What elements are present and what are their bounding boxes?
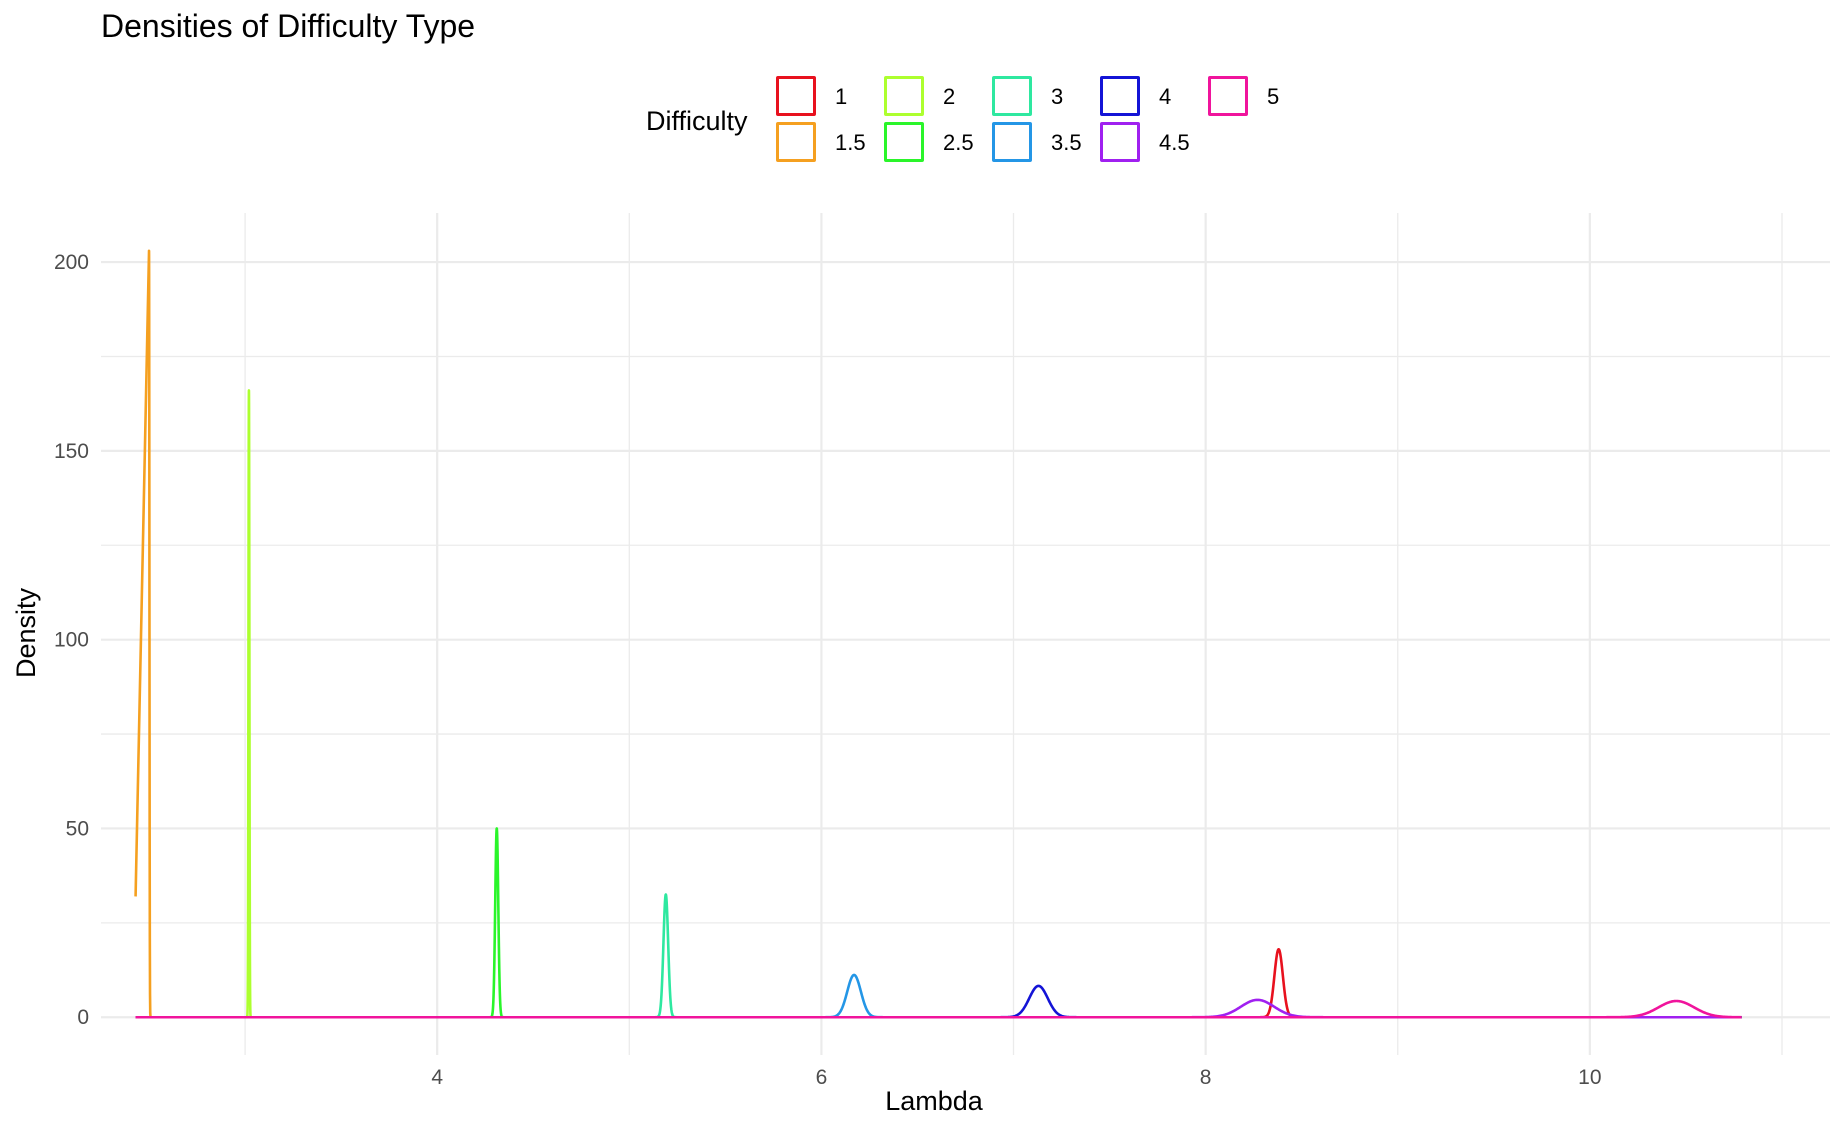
x-axis-ticks: 4 6 8 10 [431, 1066, 1601, 1089]
density-line-1 [135, 947, 1742, 1019]
legend: Difficulty 1 2 3 4 5 1.5 2.5 3.5 4.5 [646, 76, 1286, 176]
legend-label: 1 [835, 84, 848, 109]
density-line-5 [135, 999, 1743, 1019]
y-tick-label: 150 [54, 440, 89, 463]
density-lines [134, 249, 1743, 1019]
legend-key-5 [1208, 76, 1248, 116]
density-line-1-5 [134, 249, 1742, 1019]
x-tick-label: 6 [816, 1066, 828, 1089]
y-tick-label: 0 [77, 1006, 89, 1029]
legend-key-1-5 [776, 122, 816, 162]
density-line-4 [135, 984, 1742, 1019]
legend-title: Difficulty [646, 106, 748, 136]
density-line-3 [135, 893, 1742, 1019]
legend-key-4 [1100, 76, 1140, 116]
x-tick-label: 10 [1578, 1066, 1601, 1089]
legend-label: 2.5 [943, 130, 974, 155]
legend-label: 3.5 [1051, 130, 1082, 155]
legend-label: 4.5 [1159, 130, 1190, 155]
legend-label: 3 [1051, 84, 1064, 109]
legend-key-1 [776, 76, 816, 116]
legend-key-3 [992, 76, 1032, 116]
y-tick-label: 200 [54, 251, 89, 274]
y-axis-title: Density [11, 587, 41, 678]
legend-label: 4 [1159, 84, 1172, 109]
y-tick-label: 50 [66, 817, 89, 840]
chart-title: Densities of Difficulty Type [101, 8, 476, 44]
y-axis-ticks: 0 50 100 150 200 [54, 251, 89, 1029]
density-line-4-5 [135, 998, 1742, 1019]
legend-label: 2 [943, 84, 956, 109]
legend-key-2-5 [884, 122, 924, 162]
x-tick-label: 4 [431, 1066, 443, 1089]
density-line-3-5 [135, 973, 1742, 1019]
grid [101, 213, 1830, 1055]
x-tick-label: 8 [1200, 1066, 1212, 1089]
legend-key-3-5 [992, 122, 1032, 162]
legend-key-4-5 [1100, 122, 1140, 162]
legend-label: 5 [1267, 84, 1280, 109]
legend-key-2 [884, 76, 924, 116]
y-tick-label: 100 [54, 629, 89, 652]
x-axis-title: Lambda [885, 1086, 984, 1116]
legend-label: 1.5 [835, 130, 866, 155]
